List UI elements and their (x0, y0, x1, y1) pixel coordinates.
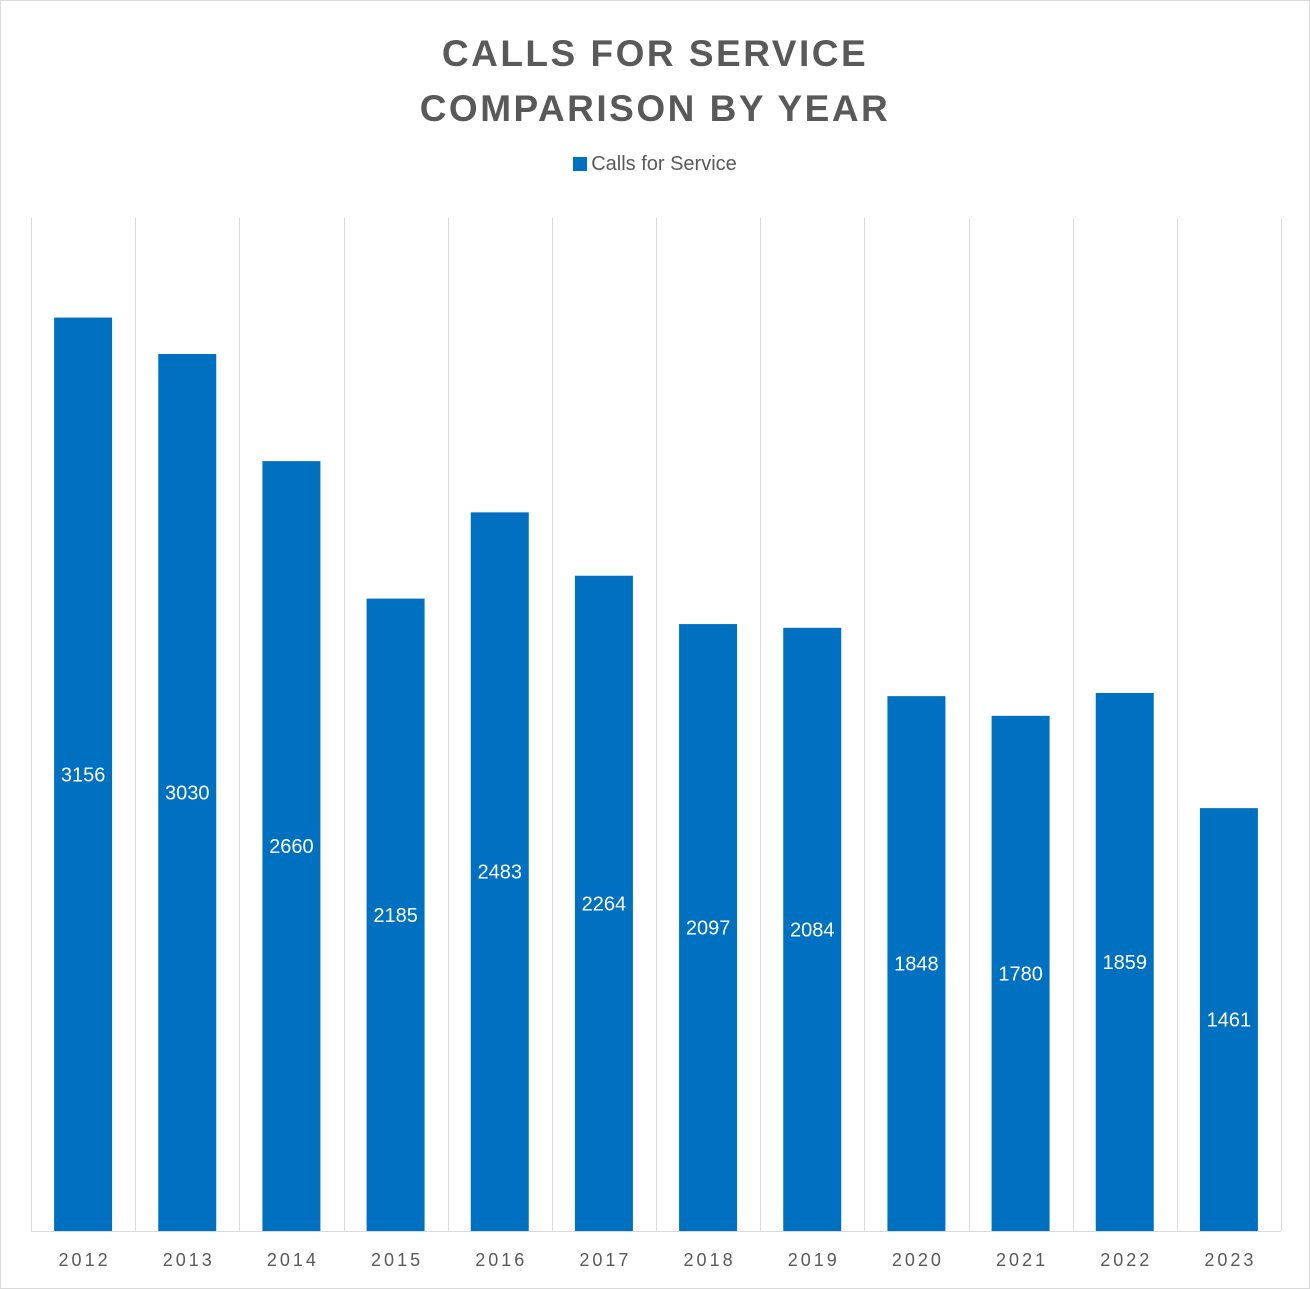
legend-swatch (573, 157, 588, 171)
bar-2016 (470, 512, 529, 1231)
data-label-2016: 2483 (478, 862, 523, 884)
data-label-2018: 2097 (686, 918, 731, 940)
data-label-2022: 1859 (1103, 952, 1148, 974)
x-tick-label-2012: 2012 (59, 1250, 111, 1270)
x-tick-label-2015: 2015 (371, 1250, 423, 1270)
x-tick-label-2014: 2014 (267, 1250, 319, 1270)
data-label-2013: 3030 (165, 783, 210, 805)
data-label-2015: 2185 (373, 905, 418, 927)
bar-2017 (574, 575, 633, 1231)
chart-title-line-2: COMPARISON BY YEAR (419, 88, 891, 129)
bar-2018 (679, 624, 738, 1231)
data-label-2023: 1461 (1207, 1010, 1252, 1032)
bar-2013 (158, 354, 217, 1231)
data-label-2021: 1780 (998, 963, 1043, 985)
x-tick-label-2020: 2020 (892, 1250, 944, 1270)
x-tick-label-2016: 2016 (475, 1250, 527, 1270)
data-label-2017: 2264 (582, 893, 627, 915)
data-label-2019: 2084 (790, 919, 835, 941)
bar-2023 (1199, 808, 1258, 1231)
data-label-2014: 2660 (269, 836, 314, 858)
x-tick-label-2013: 2013 (163, 1250, 215, 1270)
chart-title-line-1: CALLS FOR SERVICE (441, 33, 869, 74)
x-tick-label-2017: 2017 (579, 1250, 631, 1270)
bar-2021 (991, 715, 1050, 1231)
bar-2014 (262, 461, 321, 1231)
x-tick-label-2021: 2021 (996, 1250, 1048, 1270)
legend-label: Calls for Service (591, 153, 737, 175)
bar-2012 (54, 317, 113, 1231)
x-tick-label-2018: 2018 (684, 1250, 736, 1270)
x-tick-label-2022: 2022 (1100, 1250, 1152, 1270)
bar-2022 (1095, 692, 1154, 1231)
x-tick-label-2019: 2019 (788, 1250, 840, 1270)
bar-2019 (783, 627, 842, 1231)
x-tick-label-2023: 2023 (1204, 1250, 1256, 1270)
data-label-2012: 3156 (61, 764, 106, 786)
bar-2015 (366, 598, 425, 1231)
legend: Calls for Service (0, 153, 1310, 176)
chart-title: CALLS FOR SERVICE COMPARISON BY YEAR (0, 26, 1310, 136)
data-label-2020: 1848 (894, 954, 939, 976)
bar-2020 (887, 696, 946, 1231)
